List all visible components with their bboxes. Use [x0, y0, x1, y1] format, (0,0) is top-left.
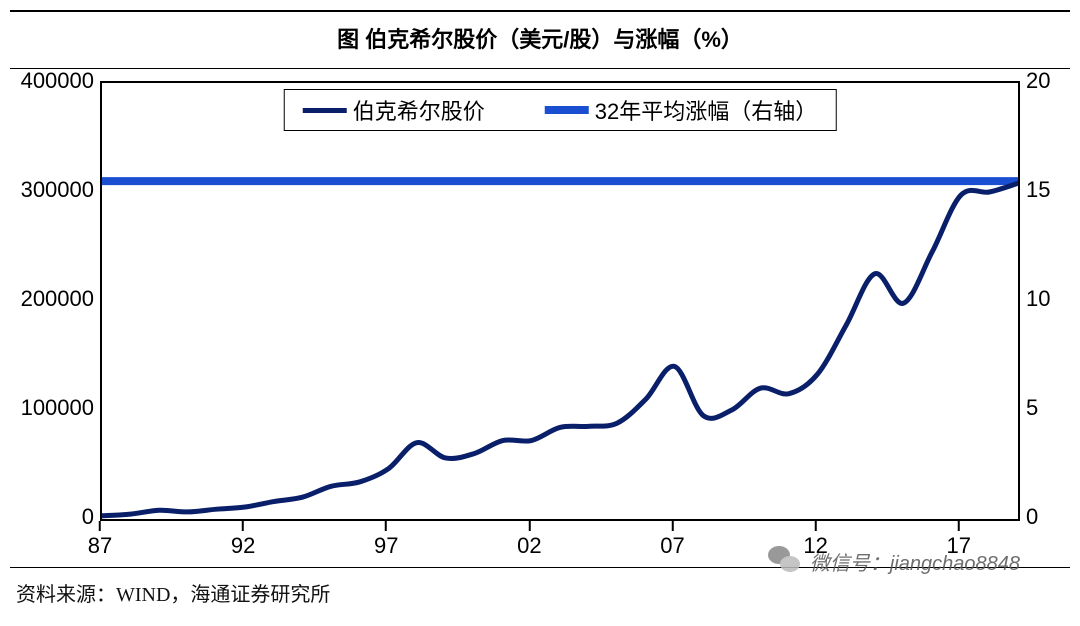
x-tick-label: 87: [88, 533, 112, 559]
legend-swatch-avg: [545, 106, 589, 114]
x-tick: 92: [231, 521, 255, 559]
wechat-icon: [768, 546, 802, 576]
x-tick: 02: [517, 521, 541, 559]
x-tick-label: 02: [517, 533, 541, 559]
chart-container: 图 伯克希尔股价（美元/股）与涨幅（%） 0 100000 200000 300000…: [0, 0, 1080, 626]
x-tick-label: 97: [374, 533, 398, 559]
chart-title: 图 伯克希尔股价（美元/股）与涨幅（%）: [10, 10, 1070, 69]
y-axis-right: 05101520: [1020, 81, 1070, 521]
plot-wrapper: 0100000200000300000400000 05101520 伯克希尔股…: [10, 81, 1070, 561]
x-tick: 07: [660, 521, 684, 559]
legend-swatch-price: [303, 108, 347, 113]
y-right-tick-label: 20: [1026, 68, 1050, 94]
y-right-tick-label: 0: [1026, 504, 1038, 530]
y-left-tick-label: 100000: [21, 395, 94, 421]
y-right-tick-label: 5: [1026, 395, 1038, 421]
series-price-line: [102, 183, 1018, 515]
y-left-tick-label: 400000: [21, 68, 94, 94]
x-tick: 97: [374, 521, 398, 559]
legend: 伯克希尔股价 32年平均涨幅（右轴）: [284, 89, 837, 131]
watermark-text: 微信号：jiangchao8848: [810, 547, 1020, 576]
y-right-tick-label: 10: [1026, 286, 1050, 312]
x-tick: 87: [88, 521, 112, 559]
x-tick-label: 92: [231, 533, 255, 559]
legend-item-price: 伯克希尔股价: [303, 94, 485, 126]
y-left-tick-label: 200000: [21, 286, 94, 312]
y-axis-left: 0100000200000300000400000: [10, 81, 100, 521]
legend-label-avg: 32年平均涨幅（右轴）: [595, 94, 817, 126]
watermark: 微信号：jiangchao8848: [768, 546, 1020, 576]
y-right-tick-label: 15: [1026, 177, 1050, 203]
plot-area: 伯克希尔股价 32年平均涨幅（右轴）: [100, 81, 1020, 521]
plot-svg: [102, 83, 1018, 519]
y-left-tick-label: 300000: [21, 177, 94, 203]
legend-label-price: 伯克希尔股价: [353, 94, 485, 126]
legend-item-avg: 32年平均涨幅（右轴）: [545, 94, 817, 126]
x-tick-label: 07: [660, 533, 684, 559]
